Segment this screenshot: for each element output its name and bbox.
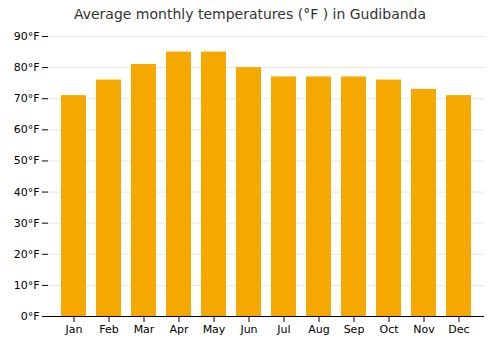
svg-text:Jun: Jun — [239, 323, 257, 336]
svg-text:Jan: Jan — [65, 323, 83, 336]
svg-text:10°F: 10°F — [14, 279, 40, 292]
svg-text:80°F: 80°F — [14, 61, 40, 74]
svg-text:90°F: 90°F — [14, 30, 40, 43]
svg-text:60°F: 60°F — [14, 123, 40, 136]
svg-text:Aug: Aug — [308, 323, 329, 336]
svg-text:Dec: Dec — [448, 323, 469, 336]
svg-text:Jul: Jul — [276, 323, 290, 336]
svg-text:30°F: 30°F — [14, 217, 40, 230]
svg-text:Apr: Apr — [169, 323, 189, 336]
svg-text:40°F: 40°F — [14, 186, 40, 199]
svg-text:Mar: Mar — [134, 323, 155, 336]
html-text:Average monthly temperatures (: Average monthly temperatures (°F ) in Gu… — [73, 6, 427, 22]
svg-text:Oct: Oct — [379, 323, 399, 336]
svg-text:Feb: Feb — [99, 323, 118, 336]
svg-text:0°F: 0°F — [21, 310, 40, 323]
svg-text:20°F: 20°F — [14, 248, 40, 261]
svg-text:50°F: 50°F — [14, 154, 40, 167]
svg-text:70°F: 70°F — [14, 92, 40, 105]
svg-text:Nov: Nov — [413, 323, 435, 336]
svg-text:May: May — [203, 323, 226, 336]
svg-text:Sep: Sep — [344, 323, 365, 336]
